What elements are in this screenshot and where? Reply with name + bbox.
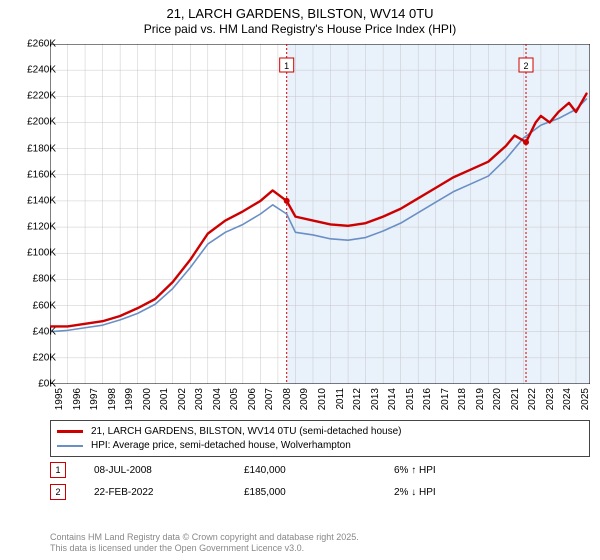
x-tick-label: 2024 <box>562 388 573 410</box>
transaction-diff-1: 6% ↑ HPI <box>394 465 590 476</box>
legend-label-hpi: HPI: Average price, semi-detached house,… <box>91 440 351 451</box>
legend-row-hpi: HPI: Average price, semi-detached house,… <box>57 440 583 451</box>
x-tick-label: 2005 <box>229 388 240 410</box>
x-tick-label: 2015 <box>405 388 416 410</box>
x-tick-label: 2012 <box>352 388 363 410</box>
x-tick-label: 2018 <box>457 388 468 410</box>
y-tick-label: £180K <box>27 143 56 154</box>
x-tick-label: 2010 <box>317 388 328 410</box>
y-tick-label: £200K <box>27 117 56 128</box>
y-tick-label: £140K <box>27 195 56 206</box>
x-tick-label: 2017 <box>440 388 451 410</box>
transaction-date-2: 22-FEB-2022 <box>94 487 244 498</box>
y-tick-label: £20K <box>33 352 56 363</box>
x-tick-label: 2022 <box>527 388 538 410</box>
x-tick-label: 2020 <box>492 388 503 410</box>
svg-text:1: 1 <box>284 61 289 71</box>
footer-line1: Contains HM Land Registry data © Crown c… <box>50 532 359 543</box>
y-tick-label: £120K <box>27 222 56 233</box>
x-tick-label: 2002 <box>177 388 188 410</box>
transaction-row-1: 1 08-JUL-2008 £140,000 6% ↑ HPI <box>50 462 590 478</box>
transaction-price-1: £140,000 <box>244 465 394 476</box>
y-tick-label: £60K <box>33 300 56 311</box>
chart-container: 21, LARCH GARDENS, BILSTON, WV14 0TU Pri… <box>0 0 600 560</box>
legend-swatch-price <box>57 430 83 433</box>
x-tick-label: 2023 <box>545 388 556 410</box>
transaction-marker-1: 1 <box>50 462 66 478</box>
legend-row-price: 21, LARCH GARDENS, BILSTON, WV14 0TU (se… <box>57 426 583 437</box>
legend-swatch-hpi <box>57 445 83 447</box>
transaction-marker-2: 2 <box>50 484 66 500</box>
x-tick-label: 2021 <box>510 388 521 410</box>
y-tick-label: £160K <box>27 169 56 180</box>
legend-box: 21, LARCH GARDENS, BILSTON, WV14 0TU (se… <box>50 420 590 457</box>
svg-text:2: 2 <box>523 61 528 71</box>
x-tick-label: 2013 <box>370 388 381 410</box>
y-tick-label: £240K <box>27 65 56 76</box>
x-tick-label: 2003 <box>194 388 205 410</box>
x-tick-label: 2014 <box>387 388 398 410</box>
x-tick-label: 2000 <box>142 388 153 410</box>
transaction-diff-2: 2% ↓ HPI <box>394 487 590 498</box>
legend-label-price: 21, LARCH GARDENS, BILSTON, WV14 0TU (se… <box>91 426 401 437</box>
chart-area: 12 <box>50 44 590 384</box>
chart-svg: 12 <box>50 44 590 384</box>
transaction-date-1: 08-JUL-2008 <box>94 465 244 476</box>
x-tick-label: 1997 <box>89 388 100 410</box>
x-tick-label: 1995 <box>54 388 65 410</box>
title-subtitle: Price paid vs. HM Land Registry's House … <box>0 22 600 37</box>
y-tick-label: £260K <box>27 39 56 50</box>
footer-line2: This data is licensed under the Open Gov… <box>50 543 359 554</box>
x-tick-label: 2011 <box>335 388 346 410</box>
y-tick-label: £40K <box>33 326 56 337</box>
x-tick-label: 2006 <box>247 388 258 410</box>
footer-attribution: Contains HM Land Registry data © Crown c… <box>50 532 359 555</box>
title-block: 21, LARCH GARDENS, BILSTON, WV14 0TU Pri… <box>0 0 600 37</box>
transaction-row-2: 2 22-FEB-2022 £185,000 2% ↓ HPI <box>50 484 590 500</box>
y-tick-label: £220K <box>27 91 56 102</box>
transaction-price-2: £185,000 <box>244 487 394 498</box>
y-tick-label: £100K <box>27 248 56 259</box>
x-tick-label: 1998 <box>107 388 118 410</box>
title-address: 21, LARCH GARDENS, BILSTON, WV14 0TU <box>0 6 600 22</box>
y-tick-label: £80K <box>33 274 56 285</box>
x-tick-label: 2016 <box>422 388 433 410</box>
x-tick-label: 2019 <box>475 388 486 410</box>
x-tick-label: 2008 <box>282 388 293 410</box>
x-tick-label: 2009 <box>299 388 310 410</box>
x-tick-label: 1996 <box>72 388 83 410</box>
x-tick-label: 1999 <box>124 388 135 410</box>
x-tick-label: 2007 <box>264 388 275 410</box>
x-tick-label: 2025 <box>580 388 591 410</box>
x-tick-label: 2001 <box>159 388 170 410</box>
x-tick-label: 2004 <box>212 388 223 410</box>
